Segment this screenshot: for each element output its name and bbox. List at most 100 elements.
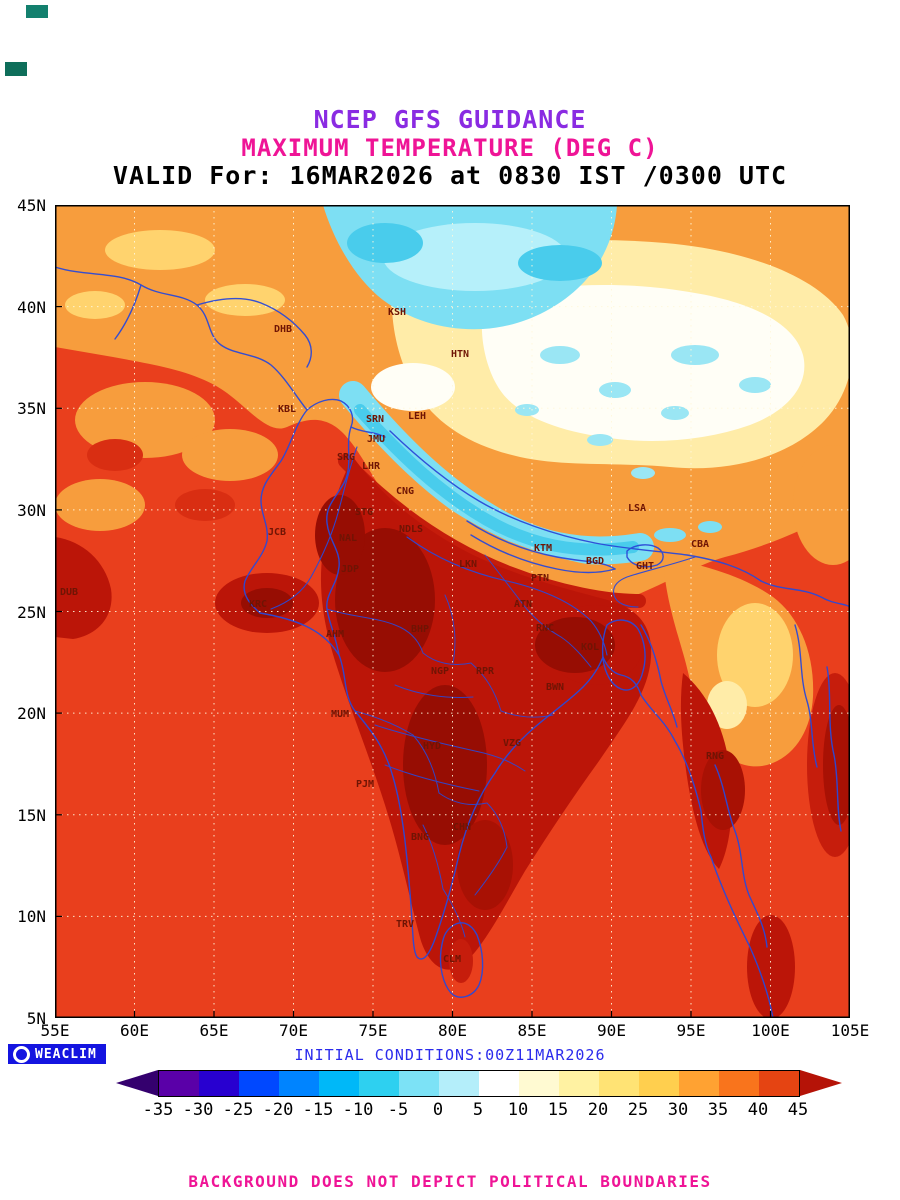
initial-conditions-text: INITIAL CONDITIONS:00Z11MAR2026 (294, 1046, 606, 1064)
city-label-rng: RNG (706, 751, 724, 762)
city-label-krc: KRC (249, 599, 267, 610)
city-label-srn: SRN (366, 414, 384, 425)
colorbar-tick-label: -35 (142, 1100, 174, 1120)
map-area: DHB KSH HTN KBL SRN LEH JMU SRG LHR CNG STG JCB NDLS… (54, 205, 873, 1019)
lon-tick-label: 95E (676, 1021, 706, 1040)
colorbar-tick-label: -15 (302, 1100, 334, 1120)
city-label-ptn: PTN (531, 573, 549, 584)
lat-tick-label: 20N (17, 704, 46, 724)
temperature-map: DHB KSH HTN KBL SRN LEH JMU SRG LHR CNG STG JCB NDLS… (54, 205, 873, 1019)
city-label-bhp: BHP (411, 624, 429, 635)
city-label-clm: CLM (443, 954, 461, 965)
colorbar-segment-0 (439, 1071, 479, 1096)
colorbar-segment--15 (319, 1071, 359, 1096)
lon-tick-label: 100E (751, 1021, 790, 1040)
city-label-ahm: AHM (326, 629, 344, 640)
colorbar-tick-label: 30 (667, 1100, 689, 1120)
corner-artifact-icon (5, 62, 27, 76)
boundary-lines-layer (54, 266, 851, 1019)
lon-tick-label: 105E (830, 1021, 870, 1040)
weaclim-logo-text: WEACLIM (35, 1046, 97, 1062)
city-label-dhb: DHB (274, 324, 292, 335)
city-label-kbl: KBL (278, 404, 296, 415)
colorbar-tick-label: -20 (262, 1100, 294, 1120)
colorbar-segment-20 (599, 1071, 639, 1096)
city-label-htn: HTN (451, 349, 469, 360)
lat-tick-label: 25N (17, 602, 46, 622)
colorbar-segment-25 (639, 1071, 679, 1096)
city-label-cba: CBA (691, 539, 709, 550)
lat-tick-label: 10N (17, 907, 46, 927)
title-line-3: VALID For: 16MAR2026 at 0830 IST /0300 U… (112, 161, 788, 190)
city-label-mum: MUM (331, 709, 349, 720)
colorbar-tick-label: -30 (182, 1100, 214, 1120)
city-label-stg: STG (355, 507, 373, 518)
colorbar-segment-5 (479, 1071, 519, 1096)
colorbar-arrow-right (800, 1070, 842, 1096)
title-line-1: NCEP GFS GUIDANCE (313, 105, 587, 134)
lon-tick-label: 55E (40, 1021, 70, 1040)
colorbar-segment--20 (279, 1071, 319, 1096)
city-label-lhr: LHR (362, 461, 381, 472)
lon-tick-label: 80E (438, 1021, 467, 1040)
colorbar-segment--10 (359, 1071, 399, 1096)
colorbar-segment-30 (679, 1071, 719, 1096)
city-label-trv: TRV (396, 919, 414, 930)
temperature-shading-layer (55, 205, 873, 1019)
colorbar-tick-label: -25 (222, 1100, 254, 1120)
city-label-rnc: RNC (536, 623, 554, 634)
colorbar-arrow-left (116, 1070, 158, 1096)
lat-tick-label: 5N (26, 1009, 46, 1028)
city-label-bwn: BWN (546, 682, 564, 693)
city-label-ndls: NDLS (399, 524, 423, 535)
city-label-jmu: JMU (367, 434, 385, 445)
state-lines-layer (326, 554, 592, 938)
lon-tick-label: 70E (279, 1021, 308, 1040)
colorbar-tick-label: 10 (507, 1100, 529, 1120)
city-label-ngp: NGP (431, 666, 449, 677)
colorbar-segment--25 (239, 1071, 279, 1096)
colorbar-tick-label: 35 (707, 1100, 729, 1120)
city-label-dub: DUB (60, 587, 78, 598)
colorbar-tick-label: 5 (472, 1100, 484, 1120)
colorbar-segment-10 (519, 1071, 559, 1096)
disclaimer-text: BACKGROUND DOES NOT DEPICT POLITICAL BOU… (188, 1172, 712, 1191)
city-label-jcb: JCB (268, 527, 286, 538)
colorbar (116, 1070, 842, 1097)
colorbar-labels: -35 -30 -25 -20 -15 -10 -5 0 5 10 15 20 25 30 35 40 45 (143, 1100, 809, 1122)
lon-tick-label: 85E (517, 1021, 547, 1040)
colorbar-tick-label: 15 (547, 1100, 569, 1120)
colorbar-segments (158, 1070, 800, 1097)
city-label-bgd: BGD (586, 556, 604, 567)
colorbar-segment-35 (719, 1071, 759, 1096)
grid-layer (55, 205, 850, 1018)
title-block: NCEP GFS GUIDANCE MAXIMUM TEMPERATURE (D… (0, 106, 900, 190)
city-label-nal: NAL (339, 533, 357, 544)
weaclim-logo: WEACLIM (8, 1044, 106, 1064)
city-label-bng: BNG (411, 832, 429, 843)
city-label-pjm: PJM (356, 779, 374, 790)
colorbar-tick-label: -5 (387, 1100, 409, 1120)
colorbar-tick-label: 0 (432, 1100, 444, 1120)
lat-tick-label: 35N (17, 399, 46, 419)
lat-tick-label: 45N (17, 196, 46, 215)
colorbar-tick-label: 45 (787, 1100, 809, 1120)
city-label-vzg: VZG (503, 738, 521, 749)
lat-axis: 45N 40N 35N 30N 25N 20N 15N 10N 5N (0, 196, 48, 1028)
colorbar-segment-40 (759, 1071, 799, 1096)
lon-tick-label: 65E (199, 1021, 229, 1040)
city-label-ght: GHT (636, 561, 654, 572)
lat-tick-label: 40N (17, 297, 46, 317)
colorbar-segment--35 (159, 1071, 199, 1096)
corner-artifact-icon (26, 5, 48, 18)
city-label-rpr: RPR (476, 666, 495, 677)
city-label-ksh: KSH (388, 307, 406, 318)
colorbar-tick-label: 20 (587, 1100, 609, 1120)
city-label-lkn: LKN (459, 559, 477, 570)
map-frame (55, 205, 850, 1018)
city-label-lsa: LSA (628, 503, 646, 514)
colorbar-tick-label: 25 (627, 1100, 649, 1120)
colorbar-segment--30 (199, 1071, 239, 1096)
city-label-ktm: KTM (534, 543, 552, 554)
